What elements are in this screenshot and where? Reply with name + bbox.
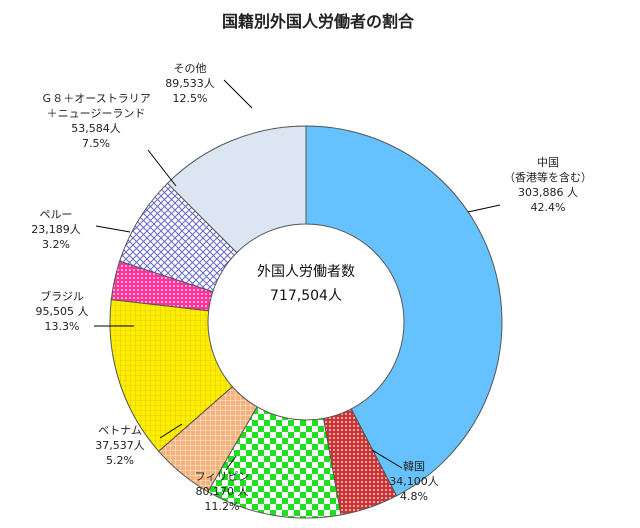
slice-label-line: 12.5% [173,92,208,105]
slice-label-line: 42.4% [531,201,566,214]
leader-line [95,225,131,233]
slice-label: ベトナム 37,537人 5.2% [95,424,145,467]
slice-label-line: 4.8% [400,490,428,503]
leader-line [223,79,253,109]
chart-title: 国籍別外国人労働者の割合 [222,12,415,31]
leader-line [159,423,183,439]
leader-line [225,455,237,471]
slice-label-line: 韓国 [403,460,425,473]
slice-label: ペルー 23,189人 3.2% [31,208,81,251]
slice-label-line: 89,533人 [165,77,215,90]
slice-label-line: 95,505 人 [36,305,89,318]
pie-slices [109,125,503,519]
slice-label-line: 3.2% [42,238,70,251]
slice-label-line: 23,189人 [31,223,81,236]
slice-label-line: 34,100人 [389,475,439,488]
center-value: 717,504人 [270,288,342,304]
slice-label-line: 5.2% [106,454,134,467]
slice-label: 韓国 34,100人 4.8% [389,460,439,503]
leader-lines [94,79,501,471]
slice-label-line: 53,584人 [71,122,121,135]
leader-line [467,204,501,213]
pie-slice [166,125,307,254]
slice-label-line: 中国 [537,156,559,169]
slice-label: 中国（香港等を含む） 303,886 人 42.4% [504,156,592,214]
slice-label-line: 7.5% [82,137,110,150]
pie-slice [305,125,503,497]
leader-line [371,449,403,469]
slice-label-line: ベトナム [98,424,142,437]
center-label: 外国人労働者数 [257,264,355,280]
pie-slice [109,299,234,452]
slice-label-line: （香港等を含む） [504,170,592,184]
slice-label: Ｇ８＋オーストラリア ＋ニュージーランド 53,584人 7.5% [41,92,150,150]
slice-label-line: 37,537人 [95,439,145,452]
slice-label-line: その他 [174,62,207,75]
slice-label-line: 11.2% [205,500,240,513]
slice-label-line: ブラジル [40,289,84,303]
slice-label-line: フィリピン [195,470,250,483]
leader-line [147,149,177,187]
slice-label: ブラジル 95,505 人 13.3% [36,289,89,333]
slice-label-line: 13.3% [45,320,80,333]
slice-label-line: 80,170 人 [196,485,249,498]
slice-label-line: Ｇ８＋オーストラリア [41,92,150,105]
slice-label-line: ペルー [40,208,73,221]
slice-label-line: ＋ニュージーランド [47,107,146,120]
slice-label: その他 89,533人 12.5% [165,62,215,105]
slice-label-line: 303,886 人 [518,186,578,199]
slice-label: フィリピン 80,170 人 11.2% [195,470,250,513]
slice-labels: 中国（香港等を含む） 303,886 人 42.4% 韓国 34,100人 4.8% フィリ… [31,62,592,513]
